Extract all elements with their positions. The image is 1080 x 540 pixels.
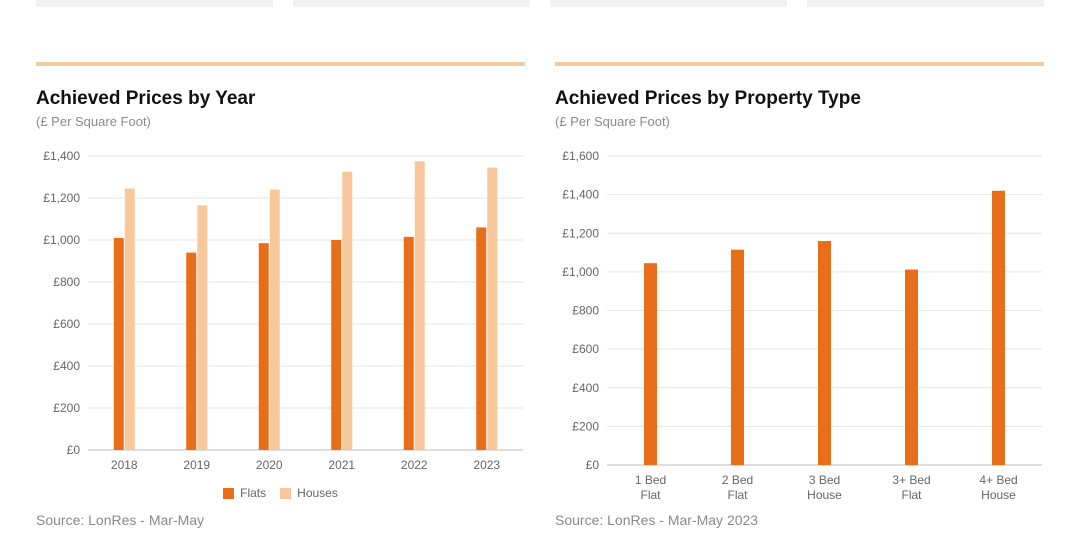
bar	[644, 263, 657, 465]
legend-item-flats: Flats	[223, 486, 266, 500]
bar-chart-by-year: £0 £200 £400 £600 £800 £1,000 £1,200 £1,400 2018…	[43, 149, 523, 472]
bar	[331, 240, 342, 450]
legend-label: Houses	[297, 486, 338, 500]
y-tick-label: £1,400	[562, 188, 599, 202]
accent-rule	[555, 62, 1044, 66]
y-tick-label: £0	[67, 443, 81, 457]
top-card	[807, 0, 1044, 7]
chart-legend: Flats Houses	[36, 486, 525, 500]
bar	[403, 236, 414, 450]
y-tick-label: £0	[586, 458, 600, 472]
legend-label: Flats	[240, 486, 267, 500]
bar	[487, 167, 498, 451]
bar	[342, 171, 353, 450]
top-card	[293, 0, 530, 7]
y-tick-label: £600	[53, 317, 80, 331]
y-tick-label: £200	[572, 419, 599, 433]
bar	[197, 205, 208, 450]
bar	[269, 189, 280, 450]
y-tick-label: £400	[572, 381, 599, 395]
chart-subtitle: (£ Per Square Foot)	[555, 114, 670, 129]
x-tick-label: 2021	[328, 458, 355, 472]
x-tick-label: 3 Bed	[809, 473, 840, 487]
y-tick-label: £1,600	[562, 149, 599, 163]
bar	[258, 243, 269, 450]
x-tick-label: Flat	[640, 488, 661, 502]
x-tick-label: House	[981, 488, 1016, 502]
y-tick-label: £800	[572, 304, 599, 318]
x-tick-label: 2018	[111, 458, 138, 472]
bar	[414, 161, 425, 450]
y-tick-label: £1,000	[562, 265, 599, 279]
x-tick-label: 2 Bed	[722, 473, 753, 487]
chart-subtitle: (£ Per Square Foot)	[36, 114, 151, 129]
x-tick-label: Flat	[727, 488, 748, 502]
bar	[113, 237, 124, 450]
source-note: Source: LonRes - Mar-May	[36, 512, 205, 528]
bar	[731, 249, 744, 465]
accent-rule	[36, 62, 525, 66]
y-tick-label: £1,200	[43, 191, 80, 205]
y-tick-label: £1,200	[562, 226, 599, 240]
bar	[124, 188, 135, 451]
x-tick-label: 2023	[473, 458, 500, 472]
bar	[476, 227, 487, 450]
legend-item-houses: Houses	[280, 486, 338, 500]
x-tick-label: 2019	[183, 458, 210, 472]
x-tick-label: Flat	[901, 488, 922, 502]
top-card	[550, 0, 787, 7]
chart-title: Achieved Prices by Property Type	[555, 88, 861, 109]
legend-swatch	[223, 487, 235, 499]
x-tick-label: 2020	[256, 458, 283, 472]
top-card	[36, 0, 273, 7]
y-tick-label: £1,400	[43, 149, 80, 163]
bar	[818, 240, 831, 465]
x-tick-label: 4+ Bed	[979, 473, 1017, 487]
bar	[905, 269, 918, 465]
y-tick-label: £600	[572, 342, 599, 356]
y-tick-label: £200	[53, 401, 80, 415]
bar	[186, 252, 197, 450]
x-tick-label: 3+ Bed	[892, 473, 930, 487]
y-tick-label: £400	[53, 359, 80, 373]
chart-panel-by-year: Achieved Prices by Year (£ Per Square Fo…	[36, 62, 525, 532]
x-tick-label: House	[807, 488, 842, 502]
source-note: Source: LonRes - Mar-May 2023	[555, 512, 759, 528]
bar-chart-by-property-type: £0 £200 £400 £600 £800 £1,000 £1,200 £1,400 £1,6…	[562, 149, 1042, 502]
x-tick-label: 1 Bed	[635, 473, 666, 487]
chart-title: Achieved Prices by Year	[36, 88, 256, 109]
bar	[992, 190, 1005, 465]
legend-swatch	[280, 487, 292, 499]
x-tick-label: 2022	[401, 458, 428, 472]
y-tick-label: £800	[53, 275, 80, 289]
y-tick-label: £1,000	[43, 233, 80, 247]
chart-panel-by-property-type: Achieved Prices by Property Type (£ Per …	[555, 62, 1044, 532]
